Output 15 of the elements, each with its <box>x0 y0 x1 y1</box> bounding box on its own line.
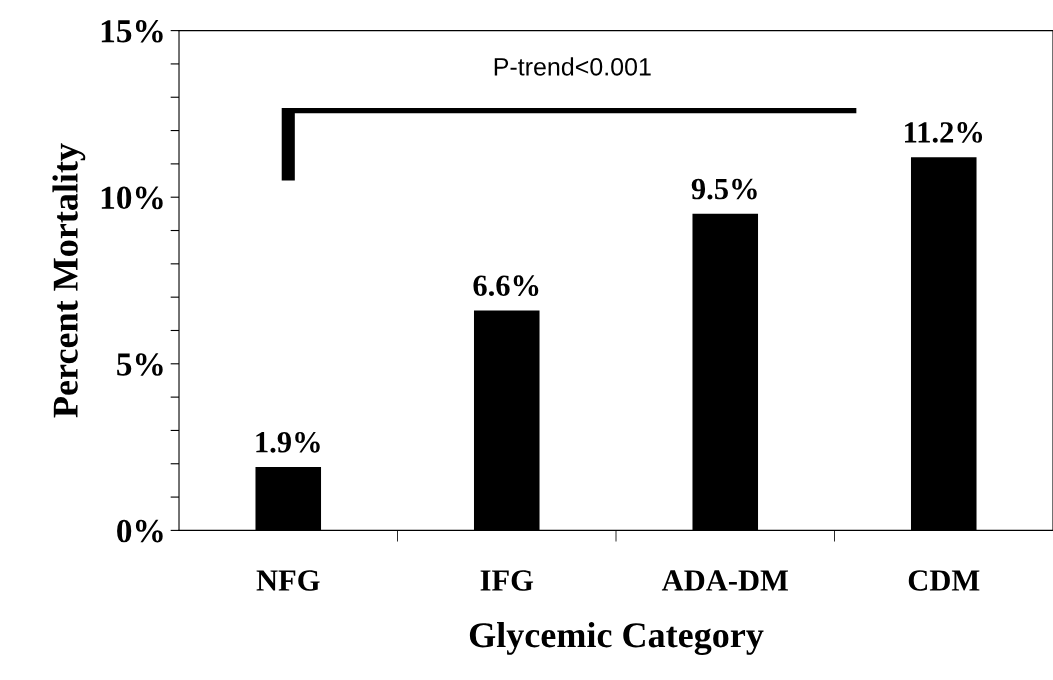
y-axis-title: Percent Mortality <box>52 143 86 418</box>
data-label: 11.2% <box>905 122 983 143</box>
data-label: 6.6% <box>473 275 539 297</box>
y-tick-label: 15% <box>101 20 163 43</box>
x-tick-label: ADA-DM <box>661 570 789 591</box>
data-label: 9.5% <box>691 178 757 200</box>
y-tick-label: 5% <box>117 353 163 376</box>
y-tick-label: 10% <box>101 186 163 210</box>
x-tick-label: NFG <box>256 570 320 591</box>
x-axis-title: Glycemic Category <box>469 622 764 656</box>
x-tick-label: IFG <box>480 570 534 591</box>
annotation: P-trend<0.001 <box>494 57 651 76</box>
data-label: 1.9% <box>256 431 320 453</box>
x-tick-label: CDM <box>908 570 980 591</box>
y-tick-label: 0% <box>117 519 163 543</box>
